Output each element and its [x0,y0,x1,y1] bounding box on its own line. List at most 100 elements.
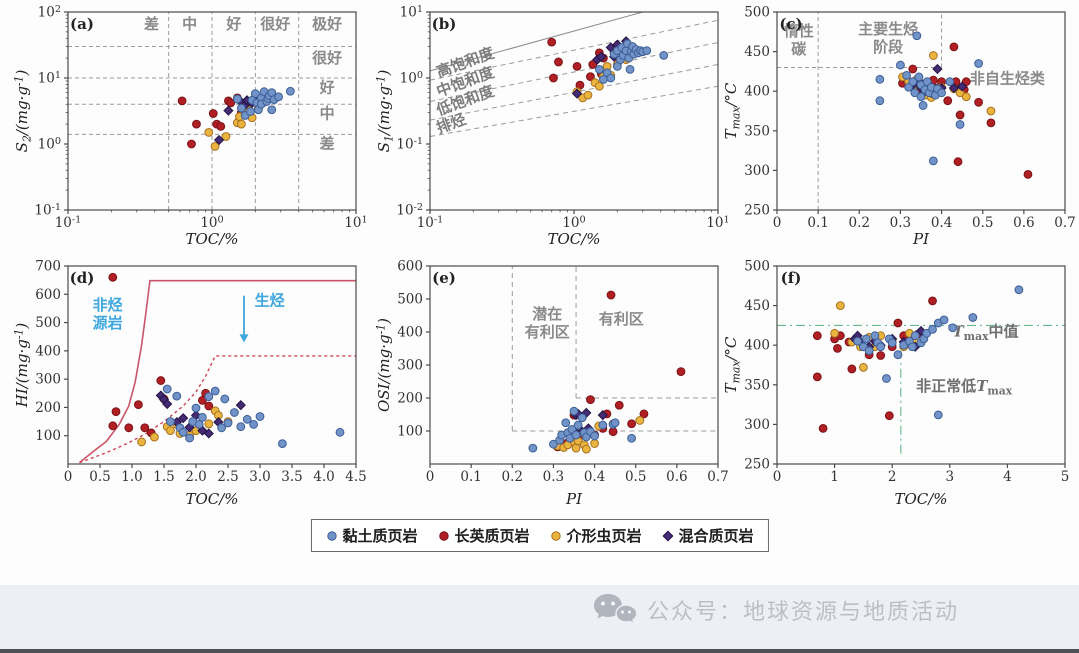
svg-text:PI: PI [912,230,930,248]
svg-text:生烃: 生烃 [255,292,285,310]
svg-text:2.5: 2.5 [217,469,238,485]
svg-text:400: 400 [35,343,61,359]
svg-text:TOC/%: TOC/% [547,230,600,248]
svg-text:(f): (f) [781,269,802,287]
svg-text:0.2: 0.2 [849,215,870,231]
svg-text:101: 101 [706,215,728,232]
legend-swatch-icon [326,530,337,541]
svg-text:中: 中 [182,15,197,33]
svg-text:碳: 碳 [791,40,807,58]
legend-item-label: 黏土质页岩 [342,527,418,545]
svg-text:(d): (d) [70,269,95,287]
svg-text:非正常低Tmax: 非正常低Tmax [916,377,1013,398]
svg-text:差: 差 [144,15,159,33]
svg-text:2: 2 [888,469,897,485]
plot-f-tmax-vs-toc: Tmax中值 非正常低Tmax 0 1 2 3 4 5 250 300 350 400 450 500 TO… [722,258,1075,515]
svg-text:好: 好 [319,79,335,97]
svg-text:0.7: 0.7 [1054,215,1075,231]
svg-text:0.6: 0.6 [1013,215,1034,231]
svg-text:10-2: 10-2 [396,202,423,219]
svg-text:0.3: 0.3 [890,215,911,231]
svg-text:很好: 很好 [259,15,290,33]
svg-text:300: 300 [744,417,770,433]
svg-text:0.5: 0.5 [972,215,993,231]
svg-text:600: 600 [35,287,61,303]
svg-text:100: 100 [562,215,585,232]
plot-c-tmax-vs-pi: 惰性碳 主要生烃 阶段 非自生烃类 0 0.1 0.2 0.3 0.4 0.5 0.6 0.7 250 3… [722,4,1076,255]
svg-text:200: 200 [35,400,61,416]
svg-text:500: 500 [397,292,423,308]
svg-text:0: 0 [426,469,435,485]
svg-text:102: 102 [38,4,61,21]
svg-text:500: 500 [744,5,770,21]
plot-b-s1-vs-toc: 高饱和度 中饱和度 低饱和度 排烃 10-1 100 101 10-2 10-1 100 101 TO… [375,4,730,255]
svg-text:0.4: 0.4 [931,215,952,231]
legend-swatch-icon [438,530,449,541]
svg-text:TOC/%: TOC/% [894,490,947,508]
legend-swatch-icon [662,529,674,542]
svg-text:0.7: 0.7 [707,469,728,485]
svg-text:1.0: 1.0 [121,469,142,485]
svg-text:100: 100 [400,70,423,87]
plot-d-hi-vs-toc: 非烃 源岩 生烃 0 0.5 1.0 1.5 2.0 2.5 3.0 3.5 4.0 4.5 100 200… [13,258,367,515]
svg-text:400: 400 [397,325,423,341]
svg-text:600: 600 [397,259,423,275]
svg-text:(a): (a) [70,15,94,33]
svg-text:PI: PI [565,490,583,508]
plot-a-svg: 差中好很好 极好很好好中差10-1 100 10110-1100101102TOC/%… [13,4,368,248]
svg-text:10-1: 10-1 [34,202,61,219]
svg-text:非自生烃类: 非自生烃类 [970,69,1046,87]
legend-item-label: 混合质页岩 [678,527,754,545]
svg-text:500: 500 [35,315,61,331]
svg-text:3.5: 3.5 [281,469,302,485]
svg-text:好: 好 [225,15,241,33]
svg-text:250: 250 [744,457,770,473]
svg-text:101: 101 [400,4,423,21]
legend-item: 黏土质页岩 [325,525,417,546]
svg-text:有利区: 有利区 [599,310,644,328]
svg-text:HI/(mg·g-1): HI/(mg·g-1) [14,323,31,409]
svg-text:0.4: 0.4 [584,469,605,485]
svg-text:4: 4 [1003,469,1012,485]
svg-text:350: 350 [744,123,770,139]
svg-text:450: 450 [744,44,770,60]
svg-text:0.6: 0.6 [666,469,687,485]
svg-text:500: 500 [744,259,770,275]
svg-text:有利区: 有利区 [525,323,570,341]
svg-text:0: 0 [64,469,73,485]
svg-text:0.1: 0.1 [460,469,481,485]
svg-text:S2/(mg·g-1): S2/(mg·g-1) [14,70,34,153]
svg-text:100: 100 [35,428,61,444]
svg-text:(c): (c) [779,15,802,33]
svg-text:惰性: 惰性 [784,22,814,40]
svg-text:差: 差 [320,135,335,153]
svg-text:0.5: 0.5 [625,469,646,485]
svg-text:0.1: 0.1 [807,215,828,231]
svg-text:101: 101 [38,70,61,87]
svg-text:0.2: 0.2 [502,469,523,485]
svg-text:400: 400 [744,338,770,354]
svg-text:非烃: 非烃 [93,296,123,314]
svg-text:极好: 极好 [312,15,342,33]
svg-text:中: 中 [320,104,335,122]
svg-text:450: 450 [744,298,770,314]
svg-text:4.5: 4.5 [345,469,366,485]
svg-text:TOC/%: TOC/% [185,490,238,508]
svg-text:(e): (e) [432,269,456,287]
svg-text:很好: 很好 [311,49,342,67]
svg-text:350: 350 [744,377,770,393]
plot-a-s2-vs-toc: 差中好很好 极好 很好好中差 10-1 100 101 10-1 100 101 102 TOC/%… [13,4,368,255]
wechat-icon [594,594,638,625]
svg-text:10-1: 10-1 [55,215,82,232]
legend-item-label: 长英质页岩 [454,527,530,545]
svg-text:S1/(mg·g-1): S1/(mg·g-1) [376,70,396,153]
svg-text:OSI/(mg·g-1): OSI/(mg·g-1) [376,318,393,412]
svg-text:10-1: 10-1 [396,136,423,153]
svg-text:100: 100 [397,424,423,440]
